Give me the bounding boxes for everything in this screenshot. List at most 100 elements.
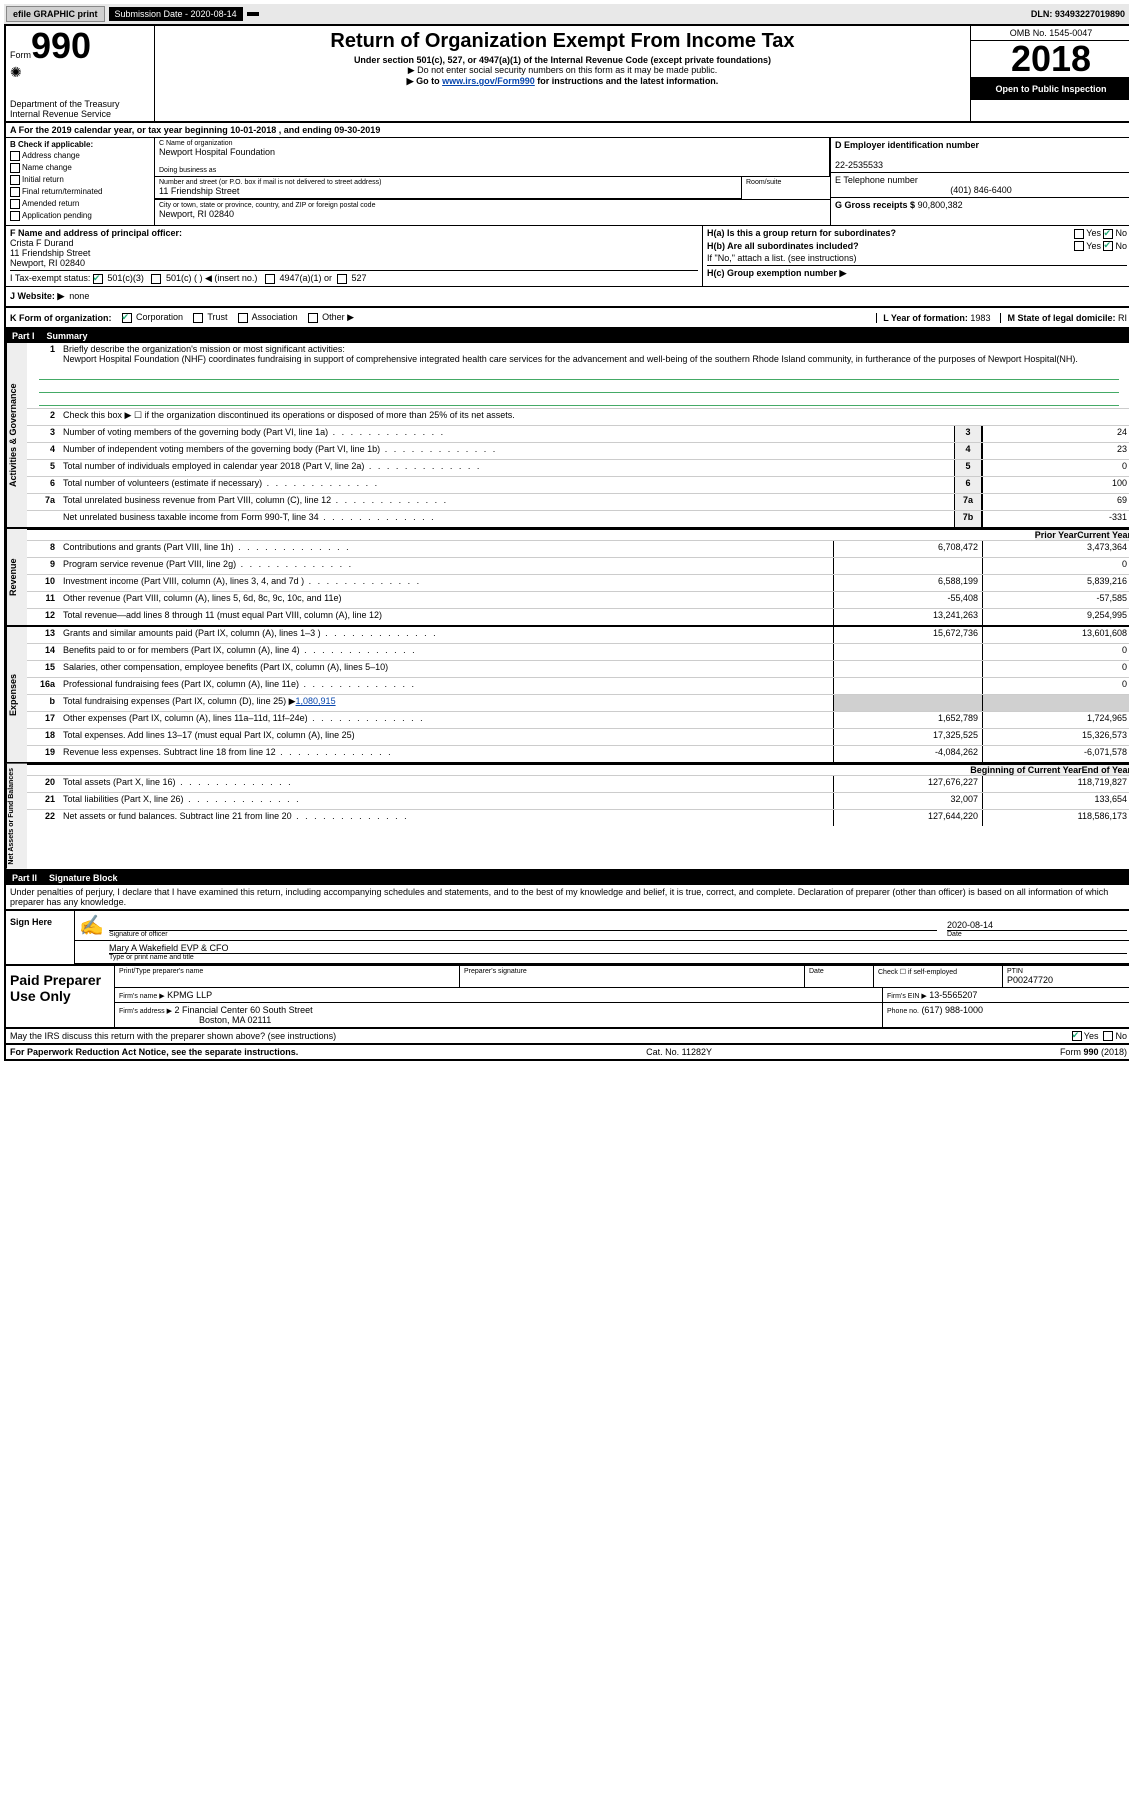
paid-preparer-block: Paid Preparer Use Only Print/Type prepar… <box>6 964 1129 1029</box>
checkbox-initial-return[interactable] <box>10 175 20 185</box>
line8-cy: 3,473,364 <box>982 541 1129 557</box>
city-value: Newport, RI 02840 <box>159 209 826 219</box>
mission-lines <box>27 365 1129 408</box>
line1-label: Briefly describe the organization's miss… <box>63 344 345 354</box>
checkbox-address-change[interactable] <box>10 151 20 161</box>
checkbox-501c[interactable] <box>151 274 161 284</box>
line16a-cy: 0 <box>982 678 1129 694</box>
checkbox-assoc[interactable] <box>238 313 248 323</box>
form990-link[interactable]: www.irs.gov/Form990 <box>442 76 535 86</box>
lbl-yes-2: Yes <box>1086 241 1101 251</box>
gross-receipts-value: 90,800,382 <box>918 200 963 210</box>
line13-desc: Grants and similar amounts paid (Part IX… <box>59 627 833 643</box>
line1-text: Newport Hospital Foundation (NHF) coordi… <box>63 354 1078 364</box>
checkbox-discuss-yes[interactable] <box>1072 1031 1082 1041</box>
form-subtitle: Under section 501(c), 527, or 4947(a)(1)… <box>161 55 964 65</box>
state-domicile-label: M State of legal domicile: <box>1007 313 1115 323</box>
part-2-header: Part II Signature Block <box>6 871 1129 885</box>
pen-icon: ✍ <box>79 913 99 938</box>
firm-name-label: Firm's name ▶ <box>119 993 165 1000</box>
year-formation-value: 1983 <box>970 313 990 323</box>
lbl-other: Other ▶ <box>322 312 354 322</box>
section-net-assets: Net Assets or Fund Balances Beginning of… <box>6 764 1129 871</box>
checkbox-name-change[interactable] <box>10 163 20 173</box>
section-h: H(a) Is this a group return for subordin… <box>702 226 1129 286</box>
firm-ein-value: 13-5565207 <box>929 990 977 1000</box>
line12-cy: 9,254,995 <box>982 609 1129 625</box>
lbl-no-1: No <box>1115 228 1127 238</box>
line15-desc: Salaries, other compensation, employee b… <box>59 661 833 677</box>
line16b-desc: Total fundraising expenses (Part IX, col… <box>59 695 833 711</box>
firm-name-value: KPMG LLP <box>167 990 212 1000</box>
line16b-py <box>833 695 982 711</box>
signature-line[interactable] <box>109 916 937 931</box>
line22-desc: Net assets or fund balances. Subtract li… <box>59 810 833 826</box>
line9-desc: Program service revenue (Part VIII, line… <box>59 558 833 574</box>
row-a-tax-year: A For the 2019 calendar year, or tax yea… <box>6 123 1129 138</box>
blank-field <box>247 12 259 16</box>
line11-cy: -57,585 <box>982 592 1129 608</box>
efile-print-button[interactable]: efile GRAPHIC print <box>6 6 105 22</box>
line16a-desc: Professional fundraising fees (Part IX, … <box>59 678 833 694</box>
sign-here-label: Sign Here <box>6 911 75 964</box>
line13-cy: 13,601,608 <box>982 627 1129 643</box>
lbl-final-return: Final return/terminated <box>22 187 102 196</box>
checkbox-ha-no[interactable] <box>1103 229 1113 239</box>
checkbox-trust[interactable] <box>193 313 203 323</box>
lbl-yes-1: Yes <box>1086 228 1101 238</box>
form-note-ssn: ▶ Do not enter social security numbers o… <box>161 65 964 76</box>
checkbox-final-return[interactable] <box>10 187 20 197</box>
row-k: K Form of organization: Corporation Trus… <box>6 308 1129 329</box>
lbl-discuss-no: No <box>1115 1031 1127 1041</box>
line3-desc: Number of voting members of the governin… <box>59 426 954 442</box>
checkbox-501c3[interactable] <box>93 274 103 284</box>
line8-desc: Contributions and grants (Part VIII, lin… <box>59 541 833 557</box>
firm-addr-label: Firm's address ▶ <box>119 1008 172 1015</box>
sign-block: Sign Here ✍ Signature of officer 2020-08… <box>6 909 1129 964</box>
checkbox-hb-yes[interactable] <box>1074 241 1084 251</box>
website-value: none <box>69 291 89 302</box>
checkbox-corp[interactable] <box>122 313 132 323</box>
lbl-amended: Amended return <box>22 199 79 208</box>
checkbox-527[interactable] <box>337 274 347 284</box>
submission-date-field: Submission Date - 2020-08-14 <box>109 7 243 21</box>
tax-year: 2018 <box>971 41 1129 78</box>
checkbox-4947[interactable] <box>265 274 275 284</box>
form-prefix: Form <box>10 50 31 60</box>
col-boy: Beginning of Current Year <box>970 765 1081 775</box>
officer-print-label: Type or print name and title <box>109 954 1127 961</box>
part-1-label: Part I <box>12 331 35 341</box>
checkbox-discuss-no[interactable] <box>1103 1031 1113 1041</box>
footer-left: For Paperwork Reduction Act Notice, see … <box>10 1047 298 1057</box>
header-right: OMB No. 1545-0047 2018 Open to Public In… <box>970 26 1129 121</box>
checkbox-hb-no[interactable] <box>1103 241 1113 251</box>
section-activities: Activities & Governance 1 Briefly descri… <box>6 343 1129 529</box>
line22-py: 127,644,220 <box>833 810 982 826</box>
line16b-cy <box>982 695 1129 711</box>
line12-py: 13,241,263 <box>833 609 982 625</box>
line17-py: 1,652,789 <box>833 712 982 728</box>
addr-value: 11 Friendship Street <box>159 186 737 196</box>
checkbox-app-pending[interactable] <box>10 211 20 221</box>
header-mid: Return of Organization Exempt From Incom… <box>155 26 970 121</box>
block-fh: F Name and address of principal officer:… <box>6 226 1129 287</box>
lbl-corp: Corporation <box>136 312 183 322</box>
lbl-discuss-yes: Yes <box>1084 1031 1099 1041</box>
line9-cy: 0 <box>982 558 1129 574</box>
checkbox-amended[interactable] <box>10 199 20 209</box>
line4-desc: Number of independent voting members of … <box>59 443 954 459</box>
checkbox-ha-yes[interactable] <box>1074 229 1084 239</box>
lbl-address-change: Address change <box>22 151 80 160</box>
checkbox-other[interactable] <box>308 313 318 323</box>
prep-sig-label: Preparer's signature <box>464 968 800 975</box>
block-identity: B Check if applicable: Address change Na… <box>6 138 1129 226</box>
line19-cy: -6,071,578 <box>982 746 1129 762</box>
lbl-trust: Trust <box>207 312 227 322</box>
sign-date-label: Date <box>947 931 1127 938</box>
line18-py: 17,325,525 <box>833 729 982 745</box>
ein-value: 22-2535533 <box>835 160 1127 170</box>
note2-suffix: for instructions and the latest informat… <box>535 76 719 86</box>
addr-label: Number and street (or P.O. box if mail i… <box>159 179 737 186</box>
fundraising-link[interactable]: 1,080,915 <box>296 696 336 706</box>
discuss-row: May the IRS discuss this return with the… <box>6 1029 1129 1046</box>
